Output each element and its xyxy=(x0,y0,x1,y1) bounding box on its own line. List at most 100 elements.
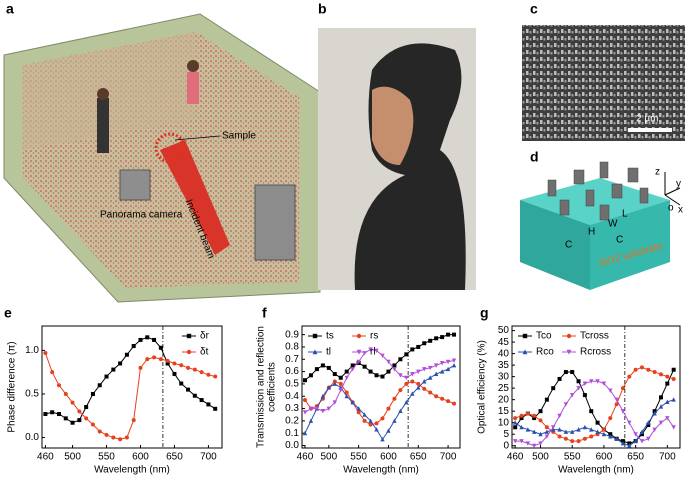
marker xyxy=(326,406,332,411)
marker xyxy=(665,416,670,421)
marker xyxy=(206,372,211,377)
marker xyxy=(344,375,349,381)
marker xyxy=(43,351,48,356)
panel-label: g xyxy=(480,305,489,321)
marker xyxy=(172,361,177,366)
marker xyxy=(386,369,391,374)
y-tick-label: 35 xyxy=(498,360,510,371)
hologram-photo xyxy=(318,28,476,291)
marker xyxy=(332,400,337,405)
marker xyxy=(570,393,575,398)
dimension-label: C xyxy=(565,240,572,251)
marker xyxy=(440,335,445,340)
y-tick-label: 0.6 xyxy=(285,366,299,377)
marker xyxy=(639,439,645,444)
x-tick-label: 650 xyxy=(410,452,427,463)
y-tick-label: 25 xyxy=(498,383,510,394)
x-tick-label: 700 xyxy=(659,452,676,463)
annotation: Sample xyxy=(222,131,256,142)
metasurface-diagram xyxy=(520,161,681,290)
y-tick-label: 0.5 xyxy=(285,379,299,390)
dimension-label: L xyxy=(622,209,628,220)
marker xyxy=(428,390,433,395)
marker xyxy=(652,427,657,432)
marker xyxy=(627,443,632,448)
marker xyxy=(512,439,518,444)
y-tick-label: 0.0 xyxy=(25,432,39,443)
marker xyxy=(206,402,211,407)
x-axis-label: Wavelength (nm) xyxy=(94,465,170,476)
marker xyxy=(538,409,543,414)
marker xyxy=(356,359,361,365)
marker xyxy=(519,424,524,430)
marker xyxy=(350,400,355,405)
marker xyxy=(56,383,61,388)
marker xyxy=(410,347,415,352)
marker xyxy=(570,370,575,375)
marker xyxy=(627,420,632,426)
marker xyxy=(671,367,676,372)
x-tick-label: 600 xyxy=(132,452,149,463)
marker xyxy=(665,374,670,379)
marker xyxy=(172,371,177,376)
marker xyxy=(152,355,157,360)
marker xyxy=(639,432,644,437)
marker xyxy=(601,431,607,437)
marker xyxy=(386,359,391,365)
marker xyxy=(84,416,89,421)
legend-marker xyxy=(312,333,318,339)
marker xyxy=(192,393,197,398)
marker xyxy=(433,363,439,368)
marker xyxy=(620,440,626,446)
marker xyxy=(111,367,116,372)
marker xyxy=(576,439,581,444)
marker xyxy=(392,396,397,401)
marker xyxy=(563,429,569,434)
dimension-label: W xyxy=(608,219,618,230)
marker xyxy=(145,335,150,340)
marker xyxy=(633,438,638,444)
marker xyxy=(380,374,385,379)
marker xyxy=(350,367,355,372)
legend-marker xyxy=(356,349,362,355)
marker xyxy=(362,412,367,417)
marker xyxy=(50,370,55,375)
y-tick-label: 0.3 xyxy=(285,403,299,414)
y-tick-label: 20 xyxy=(498,394,510,405)
x-axis-label: Wavelength (nm) xyxy=(558,465,634,476)
marker xyxy=(368,422,373,427)
marker xyxy=(90,391,95,396)
series-line xyxy=(44,352,216,440)
dimension-label: H xyxy=(588,227,595,238)
marker xyxy=(658,395,663,400)
marker xyxy=(416,369,421,374)
marker xyxy=(118,437,123,442)
marker xyxy=(519,439,524,444)
marker xyxy=(563,402,569,407)
axis-label: x xyxy=(678,205,683,216)
plot-frame xyxy=(41,325,223,449)
y-tick-label: 0.8 xyxy=(285,342,299,353)
marker xyxy=(344,393,349,399)
plot-frame xyxy=(511,325,681,449)
legend-marker xyxy=(186,349,192,355)
marker xyxy=(158,345,163,350)
marker xyxy=(452,332,457,337)
marker xyxy=(639,365,644,370)
panel-label: e xyxy=(4,305,12,321)
marker xyxy=(338,375,343,380)
marker xyxy=(531,443,537,449)
x-tick-label: 600 xyxy=(380,452,397,463)
marker xyxy=(362,418,367,423)
legend-label: Tcross xyxy=(580,331,609,342)
marker xyxy=(213,374,218,379)
marker xyxy=(344,390,349,395)
y-tick-label: 15 xyxy=(498,406,510,417)
panel-label: c xyxy=(530,1,538,17)
marker xyxy=(589,427,594,432)
marker xyxy=(563,436,568,441)
marker xyxy=(595,379,600,384)
dimension-label: C xyxy=(616,235,623,246)
marker xyxy=(332,379,337,384)
marker xyxy=(392,367,397,372)
